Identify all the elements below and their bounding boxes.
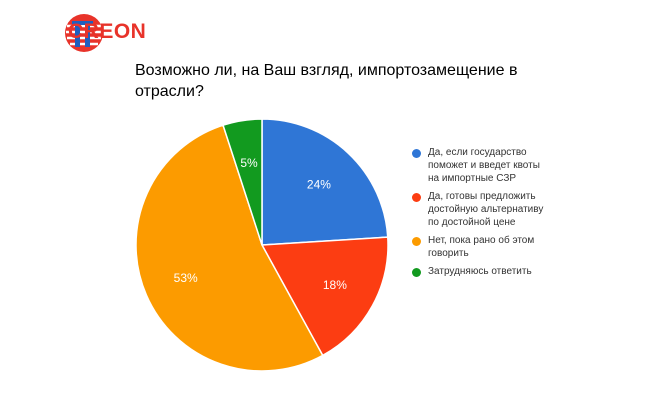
- legend-item: Нет, пока рано об этом говорить: [412, 234, 552, 260]
- pie-slice: [135, 124, 324, 372]
- legend-item: Затрудняюсь ответить: [412, 265, 552, 278]
- chart-title: Возможно ли, на Ваш взгляд, импортозамещ…: [135, 62, 518, 100]
- pie-slice: [261, 118, 389, 246]
- legend-label: Да, готовы предложить достойную альтерна…: [428, 191, 544, 228]
- legend-swatch: [412, 237, 421, 246]
- legend-item: Да, если государство поможет и введет кв…: [412, 146, 552, 185]
- creon-logo-icon: [65, 14, 103, 52]
- pie-slice: [222, 118, 263, 246]
- pie-slice: [260, 236, 389, 357]
- slice-value-label: 5%: [240, 156, 258, 170]
- chart-legend: Да, если государство поможет и введет кв…: [412, 146, 552, 283]
- logo-text: CREON: [68, 20, 147, 43]
- slice-value-label: 53%: [174, 271, 198, 285]
- slice-value-label: 18%: [323, 278, 347, 292]
- legend-swatch: [412, 149, 421, 158]
- legend-label: Затрудняюсь ответить: [428, 266, 532, 277]
- legend-swatch: [412, 268, 421, 277]
- legend-label: Нет, пока рано об этом говорить: [428, 235, 535, 259]
- slice-value-label: 24%: [307, 177, 331, 191]
- legend-swatch: [412, 193, 421, 202]
- legend-item: Да, готовы предложить достойную альтерна…: [412, 190, 552, 229]
- legend-label: Да, если государство поможет и введет кв…: [428, 147, 540, 184]
